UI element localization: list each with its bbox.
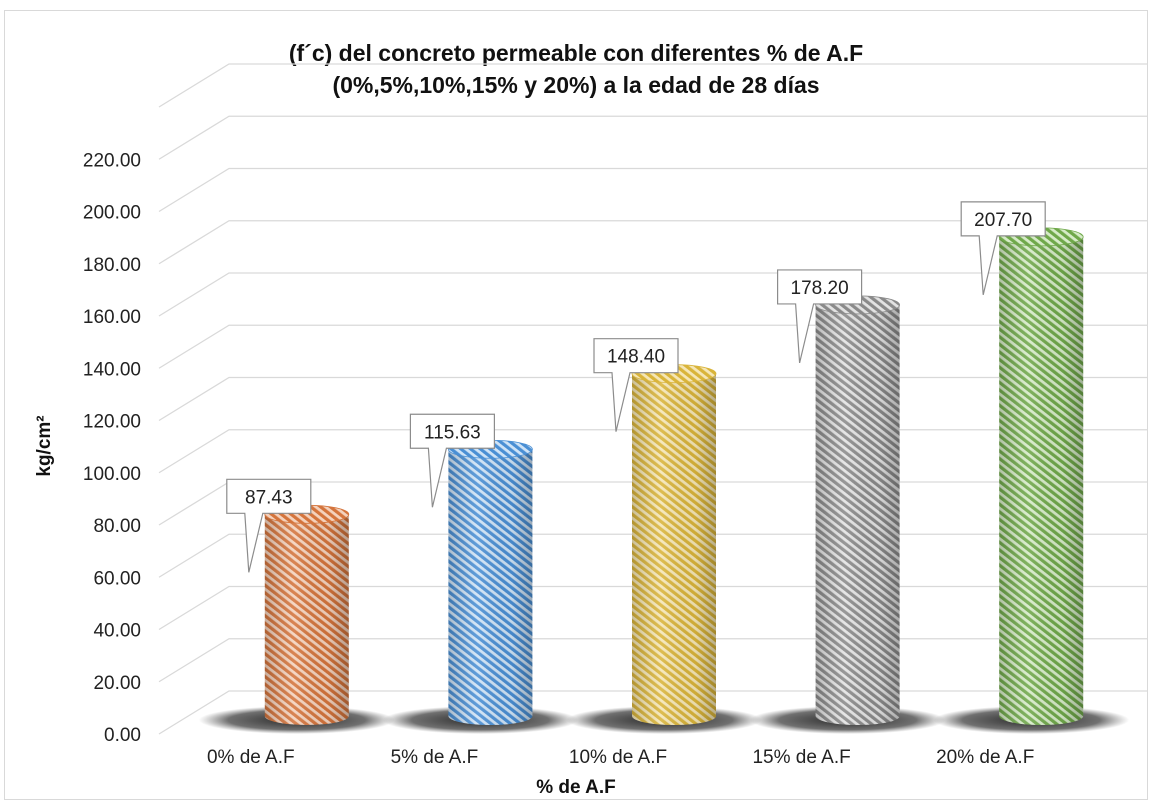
x-tick-label: 5% de A.F (391, 747, 479, 768)
bar-shading (999, 236, 1084, 725)
bars (264, 227, 1084, 725)
x-axis-label: % de A.F (536, 777, 616, 798)
data-labels: 87.43 115.63 148.40 178.20 207.70 (226, 201, 1046, 573)
bar (264, 504, 350, 725)
y-tick-label: 0.00 (104, 725, 141, 746)
data-label-callout (593, 338, 679, 432)
data-label-text: 115.63 (424, 422, 481, 443)
chart-title-line-2: (0%,5%,10%,15% y 20%) a la edad de 28 dí… (332, 72, 819, 98)
data-label: 148.40 (593, 338, 679, 432)
y-tick-label: 20.00 (93, 673, 141, 694)
chart-area: (f´c) del concreto permeable con diferen… (4, 10, 1148, 800)
data-label-callout (960, 201, 1046, 296)
gridline (158, 272, 1147, 317)
y-tick-label: 120.00 (83, 412, 141, 433)
chart-title-line-1: (f´c) del concreto permeable con diferen… (289, 40, 863, 66)
x-tick-label: 0% de A.F (207, 747, 295, 768)
bar (447, 439, 533, 725)
data-label-text: 87.43 (245, 487, 293, 508)
y-tick-label: 80.00 (93, 516, 141, 537)
y-tick-label: 160.00 (83, 307, 141, 328)
x-tick-label: 15% de A.F (752, 747, 850, 768)
x-tick-label: 20% de A.F (936, 747, 1034, 768)
bar-shading (448, 449, 533, 725)
x-tick-label: 10% de A.F (569, 747, 667, 768)
bar (631, 364, 717, 725)
y-tick-label: 140.00 (83, 359, 141, 380)
gridline (158, 115, 1147, 160)
bar-shading (815, 304, 900, 725)
y-axis-label: kg/cm² (34, 415, 55, 476)
data-label-callout (409, 413, 495, 508)
gridline (158, 63, 1147, 108)
y-tick-label: 60.00 (93, 568, 141, 589)
x-axis-ticks: 0% de A.F 5% de A.F 10% de A.F 15% de A.F 20… (207, 747, 1034, 768)
data-label-text: 207.70 (974, 210, 1032, 231)
data-label: 87.43 (226, 478, 312, 573)
bar (815, 295, 900, 725)
data-label-callout (226, 478, 312, 573)
bar-shading (264, 514, 349, 725)
y-axis-ticks: 0.00 20.00 40.00 60.00 80.00 100.00 120.00 140.… (83, 150, 141, 746)
bar-chart: (f´c) del concreto permeable con diferen… (34, 40, 1147, 798)
gridline (158, 167, 1147, 213)
y-tick-label: 220.00 (83, 150, 141, 171)
gridline (158, 220, 1147, 265)
y-tick-label: 180.00 (83, 255, 141, 276)
bar-shading (632, 373, 716, 725)
data-label: 207.70 (960, 201, 1046, 296)
y-tick-label: 200.00 (83, 203, 141, 224)
data-label: 115.63 (409, 413, 495, 508)
y-tick-label: 100.00 (83, 464, 141, 485)
data-label-callout (777, 269, 863, 364)
bar (998, 227, 1084, 725)
y-tick-label: 40.00 (93, 621, 141, 642)
data-label-text: 148.40 (607, 347, 665, 368)
data-label-text: 178.20 (791, 278, 849, 299)
data-label: 178.20 (777, 269, 863, 364)
